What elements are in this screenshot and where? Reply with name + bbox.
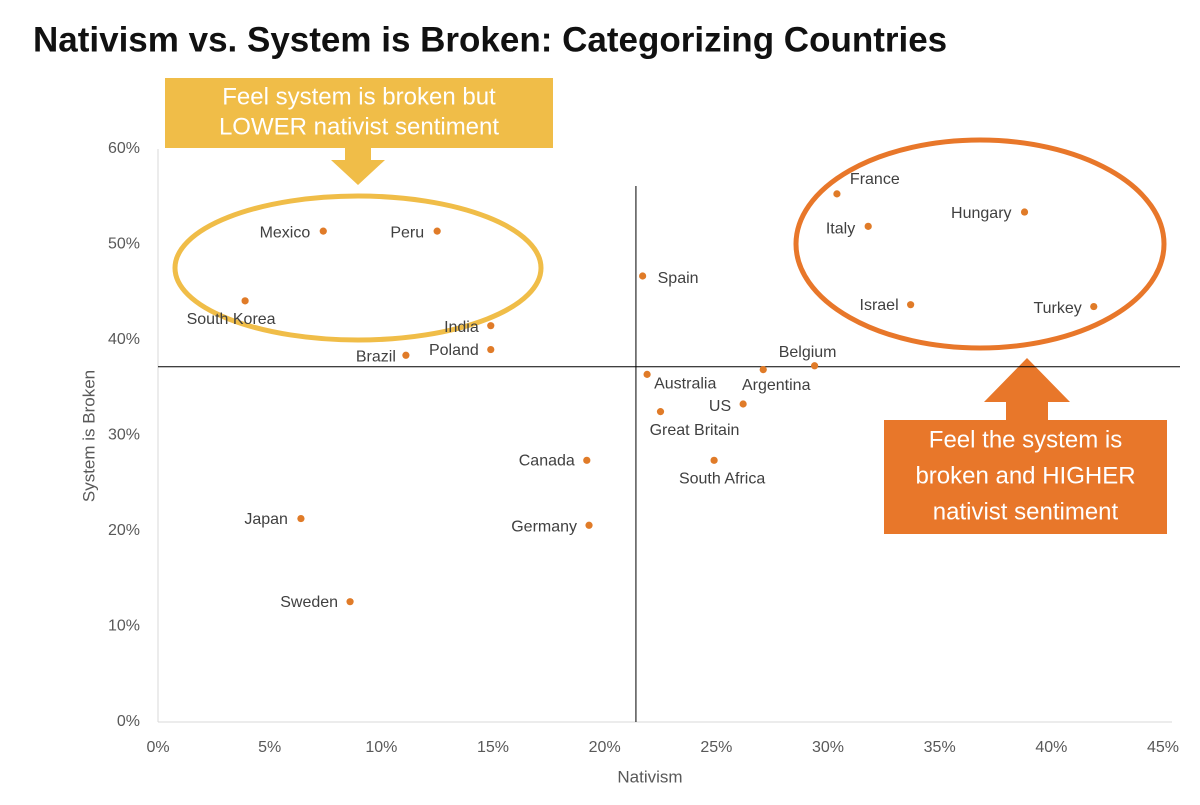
y-tick-label: 0% <box>117 713 140 730</box>
point <box>1090 302 1098 311</box>
point-label: Australia <box>654 376 716 393</box>
point <box>402 351 410 359</box>
point <box>241 297 249 305</box>
y-tick-label: 30% <box>108 427 140 444</box>
point <box>487 345 495 354</box>
point <box>739 400 747 408</box>
point <box>433 227 441 235</box>
point-label: Italy <box>826 221 855 238</box>
arrow <box>984 358 1070 420</box>
point-label: Sweden <box>280 594 338 611</box>
point-label: South Africa <box>679 471 765 488</box>
point <box>710 456 718 464</box>
point <box>297 514 305 523</box>
point-label: US <box>709 398 731 415</box>
annotation-text: Feel the system is <box>929 426 1122 453</box>
point-label: Brazil <box>356 348 396 365</box>
point <box>346 598 354 606</box>
x-tick-label: 15% <box>477 739 509 756</box>
x-tick-label: 10% <box>365 739 397 756</box>
point <box>319 227 327 235</box>
point-label: Peru <box>390 224 424 241</box>
y-tick-label: 10% <box>108 618 140 635</box>
point-label: Japan <box>244 511 288 528</box>
x-axis-title: Nativism <box>617 767 682 786</box>
point <box>907 301 915 309</box>
point-label: Turkey <box>1033 300 1081 317</box>
x-tick-label: 45% <box>1147 739 1179 756</box>
annotation-text: broken and HIGHER <box>915 462 1135 489</box>
point <box>864 222 872 230</box>
highlight-ellipse <box>793 137 1167 351</box>
point <box>833 190 841 198</box>
y-tick-label: 40% <box>108 331 140 348</box>
point-label: France <box>850 171 900 188</box>
point-label: Spain <box>658 270 699 287</box>
point-label: Belgium <box>779 344 837 361</box>
y-tick-label: 50% <box>108 236 140 253</box>
point-label: Hungary <box>951 205 1011 222</box>
point-label: Argentina <box>742 377 811 394</box>
x-tick-label: 25% <box>700 739 732 756</box>
point-label: Poland <box>429 342 479 359</box>
chart-title: Nativism vs. System is Broken: Categoriz… <box>33 20 947 59</box>
point <box>656 408 665 416</box>
x-tick-label: 20% <box>589 739 621 756</box>
annotation-text: LOWER nativist sentiment <box>219 113 499 140</box>
point <box>759 366 767 374</box>
point-label: India <box>444 319 479 336</box>
annotation-text: nativist sentiment <box>933 498 1119 525</box>
point-label: South Korea <box>187 311 276 328</box>
x-tick-label: 5% <box>258 739 281 756</box>
point-label: Germany <box>511 518 577 535</box>
x-tick-label: 30% <box>812 739 844 756</box>
point <box>643 370 651 378</box>
y-tick-label: 20% <box>108 522 140 539</box>
y-axis-title: System is Broken <box>79 370 98 502</box>
point <box>639 272 647 280</box>
y-tick-label: 60% <box>108 140 140 157</box>
annotation-text: Feel system is broken but <box>222 83 496 110</box>
x-tick-label: 0% <box>146 739 169 756</box>
x-tick-label: 35% <box>924 739 956 756</box>
point-label: Canada <box>519 453 575 470</box>
annotation-box <box>884 420 1167 534</box>
point <box>487 322 495 330</box>
point <box>811 362 819 370</box>
point <box>583 456 591 464</box>
point-label: Mexico <box>260 224 311 241</box>
point-label: Israel <box>860 297 899 314</box>
x-tick-label: 40% <box>1035 739 1067 756</box>
highlight-ellipse <box>172 193 544 343</box>
point <box>585 521 593 529</box>
point-label: Great Britain <box>650 422 740 439</box>
point <box>1020 208 1029 216</box>
annotation-box <box>165 78 553 148</box>
arrow <box>331 148 385 185</box>
